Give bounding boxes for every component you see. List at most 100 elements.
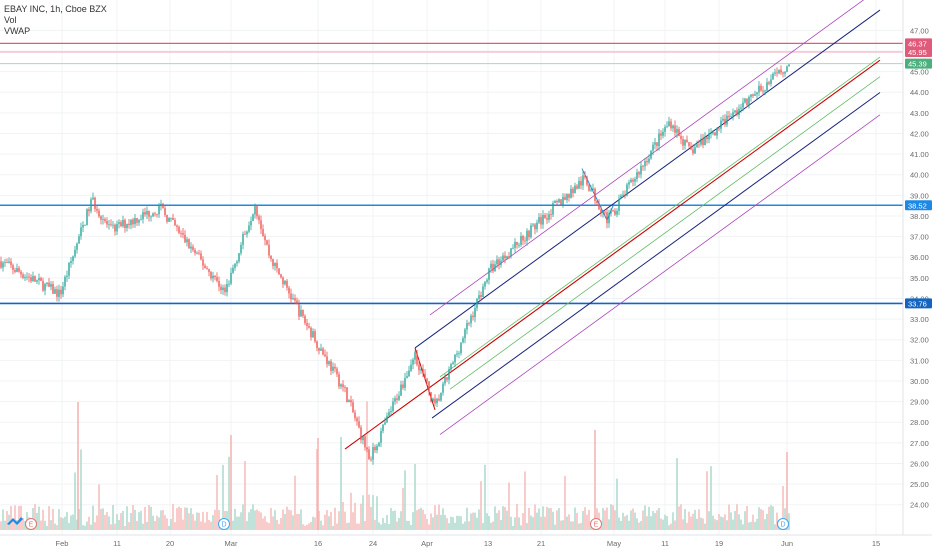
volume-bar	[204, 522, 206, 530]
volume-bar	[120, 513, 122, 530]
candle-body	[178, 226, 180, 233]
candle-body	[574, 185, 576, 194]
candle-body	[462, 338, 464, 343]
volume-bar	[286, 506, 288, 530]
candle-body	[374, 447, 376, 451]
event-marker-circle	[25, 518, 37, 530]
volume-bar	[690, 516, 692, 530]
candle-body	[596, 200, 598, 204]
candle-body	[670, 121, 672, 129]
candle-body	[626, 184, 628, 196]
volume-bar	[266, 521, 268, 530]
volume-bar	[748, 522, 750, 530]
volume-bar	[692, 513, 694, 530]
candle-body	[414, 352, 416, 360]
candle-body	[608, 213, 610, 224]
candle-body	[258, 216, 260, 221]
volume-bar	[360, 503, 362, 530]
volume-bar	[484, 464, 486, 530]
price-tick-label: 43.00	[910, 109, 929, 118]
candle-body	[346, 387, 348, 403]
price-tick-label: 40.00	[910, 171, 929, 180]
time-tick-label: 21	[537, 539, 545, 548]
volume-bar	[652, 510, 654, 530]
volume-bar	[302, 524, 304, 530]
candle-body	[252, 214, 254, 221]
candle-body	[48, 282, 50, 287]
price-tag-label: 45.39	[908, 60, 927, 69]
volume-bar	[80, 449, 82, 530]
volume-bar	[458, 516, 460, 530]
volume-bar	[402, 487, 404, 530]
volume-bar	[676, 458, 678, 530]
volume-bar	[196, 512, 198, 530]
candle-body	[506, 256, 508, 259]
volume-bar	[668, 525, 670, 530]
candle-body	[274, 262, 276, 267]
candle-body	[782, 72, 784, 74]
vwap-indicator-label[interactable]: VWAP	[4, 26, 31, 36]
volume-bar	[300, 509, 302, 530]
volume-bar	[588, 509, 590, 530]
volume-bar	[214, 509, 216, 530]
candle-body	[698, 144, 700, 146]
candle-body	[654, 142, 656, 145]
time-tick-label: Mar	[225, 539, 238, 548]
volume-bar	[708, 511, 710, 530]
volume-bar	[66, 512, 68, 530]
candle-body	[666, 126, 668, 128]
earnings-event-marker[interactable]: E	[590, 518, 602, 530]
dividend-event-marker[interactable]: D	[218, 518, 230, 530]
candle-body	[382, 424, 384, 431]
volume-indicator-label[interactable]: Vol	[4, 15, 17, 25]
candle-body	[194, 249, 196, 254]
candle-body	[236, 261, 238, 264]
volume-bar	[474, 512, 476, 530]
candle-body	[242, 234, 244, 245]
candle-body	[648, 158, 650, 163]
volume-bar	[740, 519, 742, 530]
volume-bar	[738, 514, 740, 530]
volume-bar	[384, 523, 386, 530]
candle-body	[502, 255, 504, 261]
candle-body	[246, 231, 248, 235]
symbol-title[interactable]: EBAY INC, 1h, Cboe BZX	[4, 4, 107, 14]
candle-body	[94, 197, 96, 209]
volume-bar	[422, 509, 424, 530]
dividend-event-marker[interactable]: D	[777, 518, 789, 530]
volume-bar	[116, 514, 118, 530]
candle-body	[700, 138, 702, 145]
candle-body	[546, 218, 548, 220]
volume-bar	[98, 484, 100, 530]
volume-bar	[390, 507, 392, 530]
candle-body	[314, 331, 316, 342]
candle-body	[0, 261, 2, 268]
tradingview-logo[interactable]	[7, 517, 23, 525]
volume-bar	[126, 506, 128, 530]
volume-bar	[650, 516, 652, 530]
candle-body	[422, 369, 424, 374]
volume-bar	[406, 520, 408, 530]
candle-body	[214, 275, 216, 278]
volume-bar	[604, 510, 606, 530]
volume-bar	[644, 505, 646, 530]
volume-bar	[660, 518, 662, 530]
volume-bar	[548, 508, 550, 530]
volume-bar	[612, 505, 614, 530]
volume-bar	[766, 513, 768, 530]
volume-bar	[362, 495, 364, 530]
candle-body	[520, 236, 522, 245]
candle-body	[234, 263, 236, 268]
candle-body	[176, 225, 178, 227]
candle-body	[110, 224, 112, 226]
candle-body	[398, 395, 400, 400]
time-tick-label: 15	[872, 539, 880, 548]
candle-body	[222, 287, 224, 291]
earnings-event-marker[interactable]: E	[25, 518, 37, 530]
volume-bar	[534, 504, 536, 530]
volume-bar	[664, 514, 666, 530]
candle-body	[734, 110, 736, 113]
volume-bar	[202, 511, 204, 530]
